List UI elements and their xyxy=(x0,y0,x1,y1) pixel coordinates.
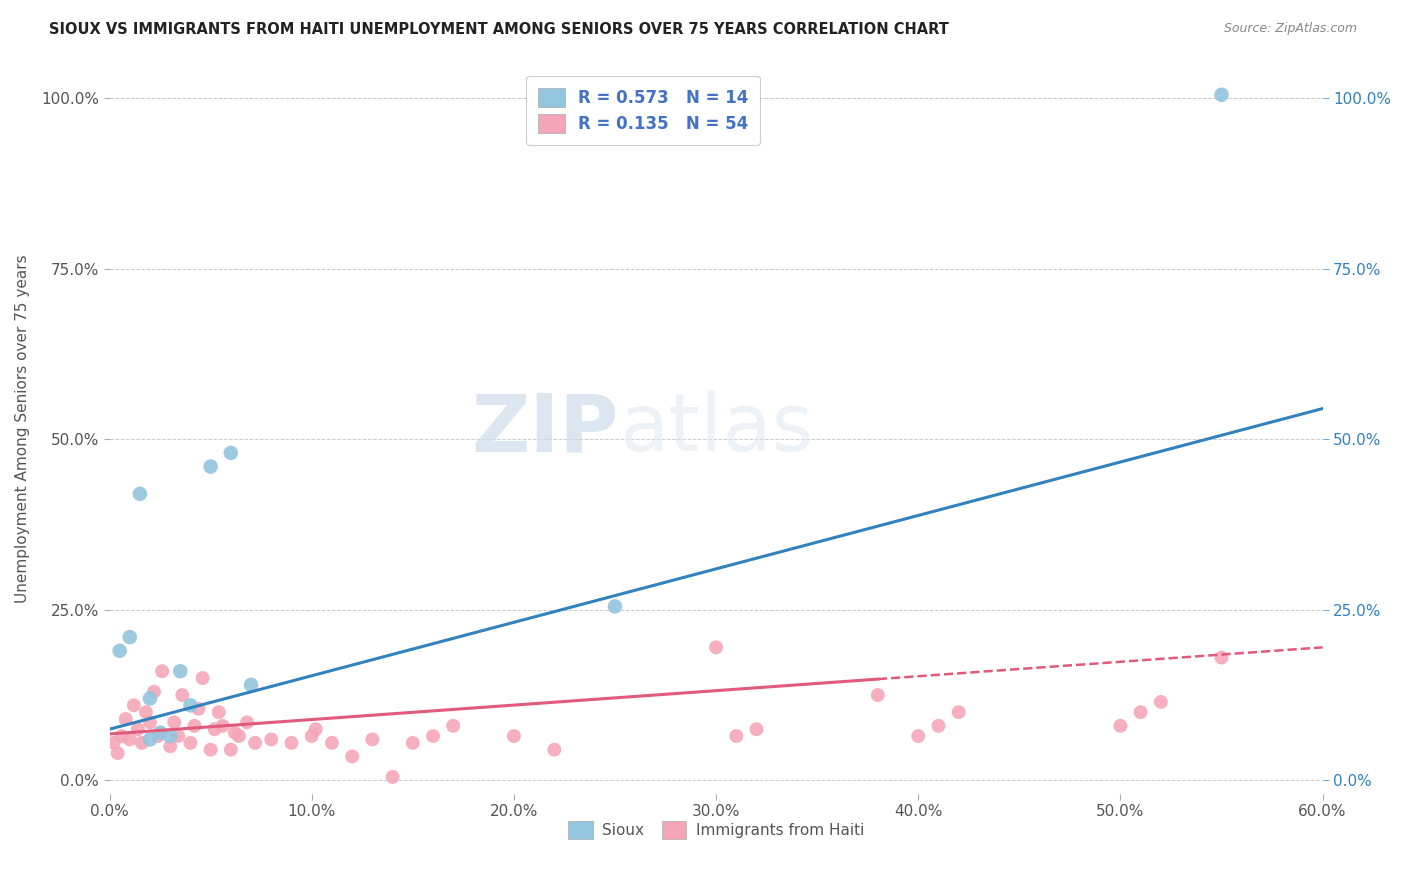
Point xyxy=(159,729,181,743)
Point xyxy=(103,736,125,750)
Point xyxy=(172,688,194,702)
Point xyxy=(219,742,242,756)
Point xyxy=(1129,705,1152,719)
Point xyxy=(866,688,889,702)
Point xyxy=(301,729,323,743)
Point xyxy=(143,684,166,698)
Point xyxy=(224,725,246,739)
Point xyxy=(111,729,134,743)
Text: atlas: atlas xyxy=(619,390,814,468)
Point xyxy=(179,698,201,713)
Point xyxy=(127,722,149,736)
Point xyxy=(260,732,283,747)
Point xyxy=(200,742,222,756)
Point xyxy=(441,719,464,733)
Point xyxy=(1211,87,1233,102)
Point xyxy=(381,770,404,784)
Point xyxy=(927,719,949,733)
Point xyxy=(118,732,141,747)
Point xyxy=(305,722,328,736)
Point xyxy=(108,644,131,658)
Point xyxy=(107,746,129,760)
Point xyxy=(118,630,141,644)
Point xyxy=(603,599,626,614)
Point xyxy=(139,732,162,747)
Point xyxy=(243,736,266,750)
Point xyxy=(204,722,226,736)
Point xyxy=(159,739,181,754)
Y-axis label: Unemployment Among Seniors over 75 years: Unemployment Among Seniors over 75 years xyxy=(15,255,30,603)
Point xyxy=(1150,695,1173,709)
Point xyxy=(236,715,259,730)
Point xyxy=(402,736,425,750)
Point xyxy=(745,722,768,736)
Point xyxy=(187,702,209,716)
Point xyxy=(167,729,190,743)
Point xyxy=(211,719,233,733)
Legend: Sioux, Immigrants from Haiti: Sioux, Immigrants from Haiti xyxy=(562,815,870,845)
Point xyxy=(150,664,173,678)
Point xyxy=(907,729,929,743)
Point xyxy=(163,715,186,730)
Point xyxy=(502,729,524,743)
Point xyxy=(135,705,157,719)
Point xyxy=(422,729,444,743)
Point xyxy=(321,736,343,750)
Point xyxy=(114,712,136,726)
Point xyxy=(200,459,222,474)
Point xyxy=(228,729,250,743)
Point xyxy=(361,732,384,747)
Point xyxy=(146,729,169,743)
Point xyxy=(219,446,242,460)
Point xyxy=(725,729,748,743)
Point xyxy=(191,671,214,685)
Point xyxy=(340,749,363,764)
Point xyxy=(139,691,162,706)
Point xyxy=(240,678,263,692)
Point xyxy=(280,736,302,750)
Point xyxy=(169,664,191,678)
Point xyxy=(128,487,150,501)
Point xyxy=(704,640,727,655)
Text: Source: ZipAtlas.com: Source: ZipAtlas.com xyxy=(1223,22,1357,36)
Point xyxy=(208,705,231,719)
Point xyxy=(122,698,145,713)
Point xyxy=(131,736,153,750)
Point xyxy=(1211,650,1233,665)
Point xyxy=(543,742,565,756)
Text: SIOUX VS IMMIGRANTS FROM HAITI UNEMPLOYMENT AMONG SENIORS OVER 75 YEARS CORRELAT: SIOUX VS IMMIGRANTS FROM HAITI UNEMPLOYM… xyxy=(49,22,949,37)
Point xyxy=(179,736,201,750)
Point xyxy=(1109,719,1132,733)
Point xyxy=(149,725,172,739)
Text: ZIP: ZIP xyxy=(472,390,619,468)
Point xyxy=(948,705,970,719)
Point xyxy=(183,719,205,733)
Point xyxy=(139,715,162,730)
